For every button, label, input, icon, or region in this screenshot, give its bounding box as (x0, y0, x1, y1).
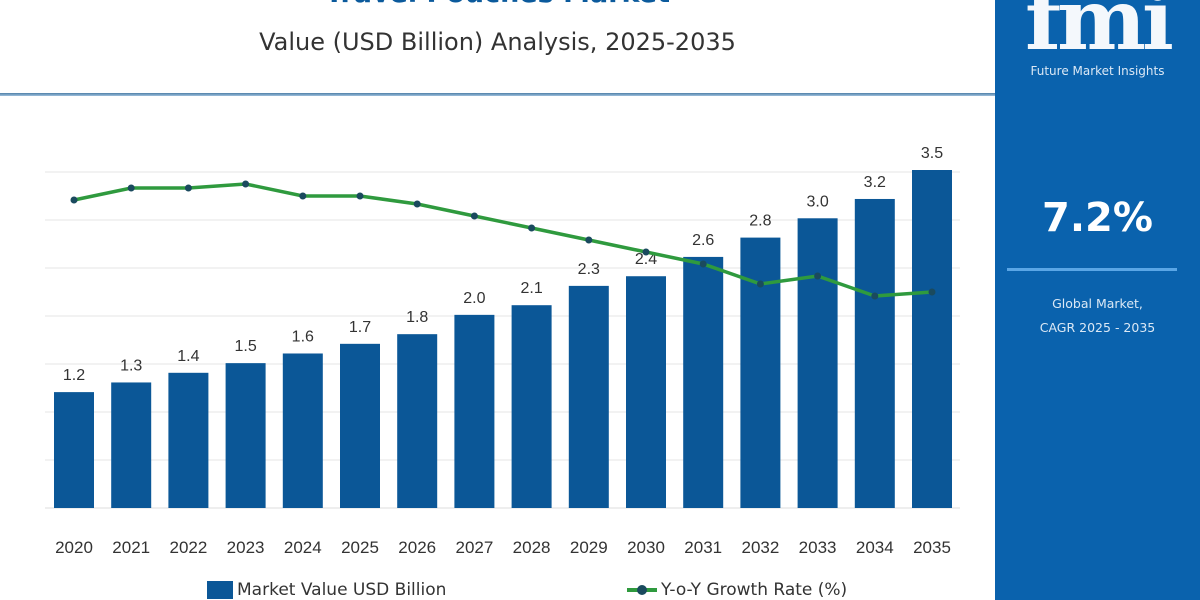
cagr-label-line2: CAGR 2025 - 2035 (1039, 320, 1156, 335)
bar-label-2032: 2.8 (749, 213, 771, 230)
x-tick-2035: 2035 (913, 538, 951, 557)
bar-label-2031: 2.6 (692, 232, 714, 249)
growth-point-2031 (699, 260, 707, 268)
bar-2020 (54, 392, 94, 508)
growth-point-2024 (299, 192, 307, 200)
growth-point-2026 (413, 200, 421, 208)
legend-line-label: Y-o-Y Growth Rate (%) (661, 580, 848, 600)
bar-2027 (454, 314, 495, 508)
legend-line: Y-o-Y Growth Rate (%) (627, 580, 847, 600)
x-tick-2032: 2032 (741, 538, 779, 557)
growth-point-2030 (642, 248, 650, 256)
x-tick-2025: 2025 (341, 538, 379, 557)
growth-point-2028 (528, 224, 536, 232)
bar-2023 (225, 363, 266, 508)
x-tick-2024: 2024 (284, 538, 322, 557)
logo-subtitle: Future Market Insights (1030, 64, 1165, 78)
bar-label-2033: 3.0 (806, 193, 828, 210)
bar-2026 (397, 334, 438, 508)
growth-point-2032 (756, 280, 764, 288)
legend-bar-label: Market Value USD Billion (237, 580, 447, 600)
chart-title: Travel Pouches Market (0, 0, 995, 9)
growth-line (73, 182, 933, 298)
legend-line-swatch (627, 585, 657, 595)
x-tick-2031: 2031 (684, 538, 722, 557)
bar-label-2027: 2.0 (463, 290, 485, 307)
x-tick-2023: 2023 (227, 538, 265, 557)
x-tick-2028: 2028 (513, 538, 551, 557)
bar-label-2024: 1.6 (292, 328, 314, 345)
bar-2024 (282, 353, 323, 508)
fmi-logo: fmi (1025, 0, 1174, 69)
growth-point-2034 (871, 292, 879, 300)
bar-2025 (340, 343, 380, 508)
growth-point-2022 (184, 184, 192, 192)
cagr-value: 7.2% (1042, 195, 1153, 241)
bar-2028 (511, 305, 552, 508)
x-tick-2020: 2020 (55, 538, 93, 557)
legend-bar-swatch (207, 581, 233, 599)
bar-2033 (797, 218, 838, 509)
bar-label-2028: 2.1 (520, 280, 542, 297)
growth-point-2035 (928, 288, 936, 296)
x-tick-2029: 2029 (570, 538, 608, 557)
x-tick-2033: 2033 (799, 538, 837, 557)
growth-point-2027 (470, 212, 478, 220)
growth-point-2020 (70, 196, 78, 204)
chart-subtitle: Value (USD Billion) Analysis, 2025-2035 (259, 28, 736, 56)
growth-point-2029 (585, 236, 593, 244)
cagr-label-line1: Global Market, (1052, 296, 1143, 311)
cagr-label: Global Market, CAGR 2025 - 2035 (995, 292, 1200, 340)
bar-label-2023: 1.5 (234, 338, 256, 355)
bar-2035 (912, 170, 952, 508)
bar-2034 (854, 198, 895, 508)
bar-label-2025: 1.7 (349, 319, 371, 336)
panel-divider (1007, 268, 1177, 271)
x-tick-2022: 2022 (169, 538, 207, 557)
bar-2031 (683, 256, 724, 508)
x-tick-2030: 2030 (627, 538, 665, 557)
bar-2030 (626, 276, 666, 508)
bar-label-2034: 3.2 (864, 174, 886, 191)
bar-label-2020: 1.2 (63, 367, 85, 384)
growth-point-2021 (127, 184, 135, 192)
bar-label-2021: 1.3 (120, 357, 142, 374)
x-tick-2021: 2021 (112, 538, 150, 557)
growth-point-2033 (814, 272, 822, 280)
growth-point-2023 (242, 180, 250, 188)
chart-area: 1.2 2020 1.3 2021 1.4 2022 1.5 2023 1.6 2024 1.7 20… (45, 145, 960, 557)
side-panel: fmi Future Market Insights 7.2% Global M… (995, 0, 1200, 600)
bar-label-2022: 1.4 (177, 348, 199, 365)
bar-2022 (168, 372, 209, 508)
x-tick-2027: 2027 (455, 538, 493, 557)
growth-point-2025 (356, 192, 364, 200)
bar-label-2030: 2.4 (635, 251, 657, 268)
x-tick-2026: 2026 (398, 538, 436, 557)
x-tick-2034: 2034 (856, 538, 894, 557)
title-divider (0, 93, 995, 96)
bar-2021 (111, 382, 152, 508)
bar-label-2035: 3.5 (921, 145, 943, 162)
bar-label-2029: 2.3 (578, 261, 600, 278)
bar-2029 (568, 285, 609, 508)
legend-bar: Market Value USD Billion (207, 580, 446, 600)
bar-label-2026: 1.8 (406, 309, 428, 326)
